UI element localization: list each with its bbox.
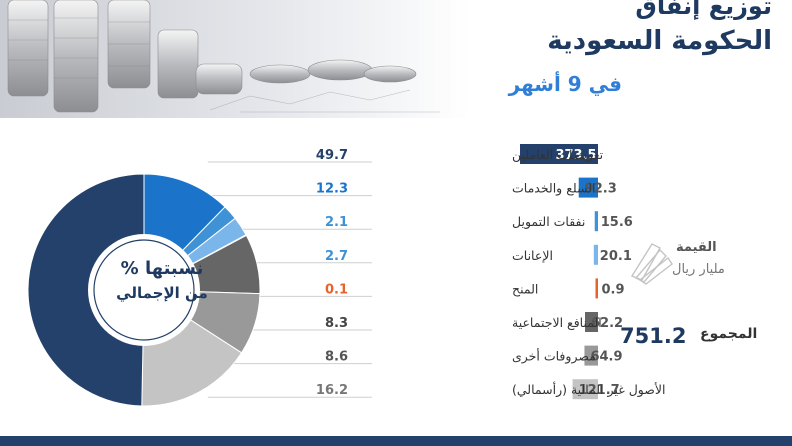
percent-label: 2.1 bbox=[325, 215, 348, 230]
bar bbox=[584, 345, 598, 366]
percent-label: 8.3 bbox=[325, 316, 348, 331]
percent-label: 0.1 bbox=[325, 282, 348, 297]
bar-value-label: 62.2 bbox=[591, 316, 623, 331]
category-label: تعويضات العاملين bbox=[512, 147, 604, 163]
percent-label: 2.7 bbox=[325, 249, 348, 264]
coins-photo bbox=[0, 0, 470, 118]
banknotes-icon bbox=[630, 243, 673, 285]
percent-label: 49.7 bbox=[316, 148, 348, 163]
bar-value-label: 121.7 bbox=[579, 383, 620, 398]
bar-value-label: 0.9 bbox=[602, 282, 625, 297]
total-label: المجموع bbox=[700, 326, 758, 342]
footer-bar bbox=[0, 436, 792, 446]
category-label: نفقات التمويل bbox=[512, 214, 585, 230]
bar bbox=[594, 211, 598, 232]
category-label: الإعانات bbox=[512, 248, 553, 263]
category-label: الأصول غير المالية (رأسمالي) bbox=[512, 381, 665, 398]
bar bbox=[572, 379, 598, 400]
category-label: المنافع الاجتماعية bbox=[512, 315, 602, 330]
percent-label: 16.2 bbox=[316, 383, 348, 398]
pie-center-label-line-1: نسبتها % bbox=[120, 258, 204, 279]
bar bbox=[595, 278, 598, 299]
pie-center-label-line-2: من الإجمالي bbox=[116, 284, 208, 302]
bar bbox=[593, 244, 598, 265]
category-label: مصروفات أخرى bbox=[512, 348, 596, 365]
bar-value-label: 92.3 bbox=[585, 182, 617, 197]
bar-value-label: 15.6 bbox=[601, 215, 633, 230]
bar bbox=[520, 144, 598, 164]
donut-inner-ring bbox=[93, 239, 195, 341]
unit-subtitle: مليار ريال bbox=[672, 262, 725, 277]
bar bbox=[585, 312, 598, 332]
title-line-2: الحكومة السعودية bbox=[547, 26, 772, 56]
title-line-3: في 9 أشهر bbox=[508, 72, 622, 96]
unit-title: القيمة bbox=[676, 240, 717, 255]
category-label: السلع والخدمات bbox=[512, 181, 595, 197]
category-label: المنح bbox=[512, 281, 538, 296]
bar-value-label: 64.9 bbox=[590, 350, 622, 365]
bar-value-label: 20.1 bbox=[600, 249, 632, 264]
percent-label: 8.6 bbox=[325, 350, 348, 365]
bar bbox=[578, 177, 598, 198]
donut-hole bbox=[88, 234, 200, 346]
total-value: 751.2 bbox=[620, 324, 687, 348]
percent-label: 12.3 bbox=[316, 182, 348, 197]
bar-value-label: 373.5 bbox=[555, 148, 596, 163]
title-line-1: توزيع إنفاق bbox=[635, 0, 772, 20]
